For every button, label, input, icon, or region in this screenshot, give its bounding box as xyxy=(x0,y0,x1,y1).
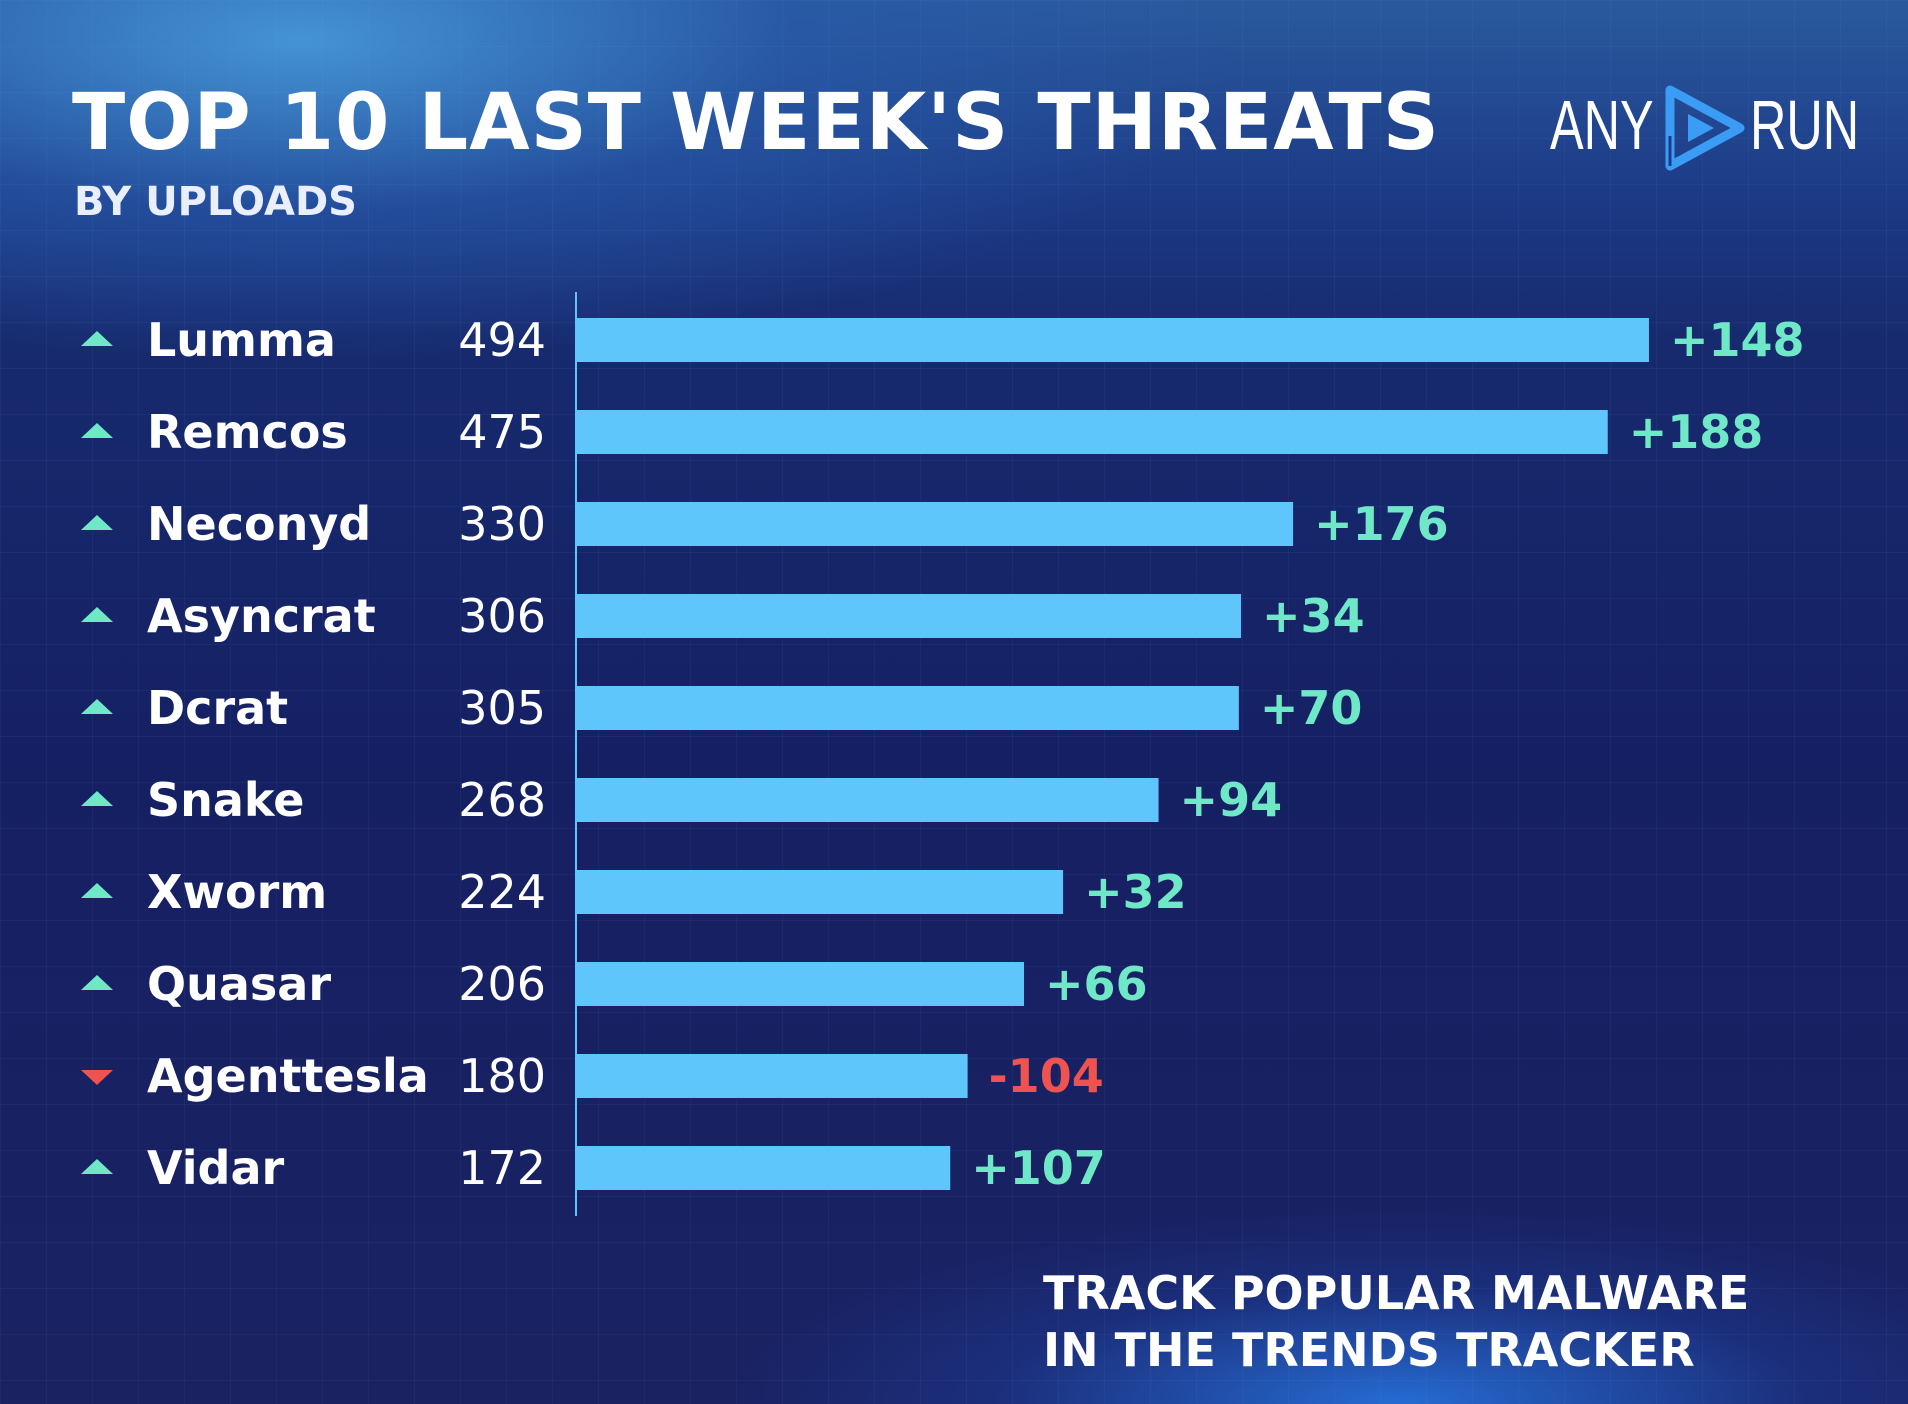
bar xyxy=(577,686,1239,730)
bar xyxy=(577,410,1608,454)
callout-line-1: TRACK POPULAR MALWARE xyxy=(1043,1266,1750,1320)
logo-text-any: ANY xyxy=(1550,86,1654,164)
category-label: Neconyd xyxy=(147,497,371,551)
bar xyxy=(577,594,1242,638)
value-label: 180 xyxy=(458,1049,546,1103)
any-run-logo: ANY RUN xyxy=(1550,78,1859,178)
change-label: +176 xyxy=(1314,497,1449,551)
value-label: 330 xyxy=(458,497,546,551)
trend-up-icon xyxy=(81,515,113,530)
change-label: +32 xyxy=(1084,865,1187,919)
category-label: Snake xyxy=(147,773,304,827)
category-label: Lumma xyxy=(147,313,336,367)
value-label: 206 xyxy=(458,957,546,1011)
chart-subtitle: BY UPLOADS xyxy=(74,179,357,225)
category-label: Quasar xyxy=(147,957,331,1011)
trend-up-icon xyxy=(81,791,113,806)
chart-title: TOP 10 LAST WEEK'S THREATS xyxy=(72,78,1440,168)
change-label: +66 xyxy=(1045,957,1148,1011)
bar xyxy=(577,502,1294,546)
change-label: -104 xyxy=(989,1049,1104,1103)
category-label: Dcrat xyxy=(147,681,288,735)
category-label: Asyncrat xyxy=(147,589,376,643)
bar xyxy=(577,1054,968,1098)
value-label: 172 xyxy=(458,1141,546,1195)
play-icon xyxy=(1665,85,1745,171)
change-label: +70 xyxy=(1260,681,1363,735)
change-label: +148 xyxy=(1670,313,1805,367)
callout-line-2: IN THE TRENDS TRACKER xyxy=(1043,1323,1695,1377)
value-label: 306 xyxy=(458,589,546,643)
category-label: Agenttesla xyxy=(147,1049,429,1103)
trends-tracker-callout: TRACK POPULAR MALWARE IN THE TRENDS TRAC… xyxy=(1043,1265,1749,1379)
trend-up-icon xyxy=(81,883,113,898)
change-label: +188 xyxy=(1629,405,1764,459)
category-label: Remcos xyxy=(147,405,348,459)
value-label: 305 xyxy=(458,681,546,735)
trend-down-icon xyxy=(81,1070,113,1085)
bar xyxy=(577,962,1025,1006)
logo-text-run: RUN xyxy=(1750,86,1860,164)
value-label: 268 xyxy=(458,773,546,827)
category-label: Xworm xyxy=(147,865,327,919)
value-label: 475 xyxy=(458,405,546,459)
bar xyxy=(577,870,1064,914)
value-label: 224 xyxy=(458,865,546,919)
trend-up-icon xyxy=(81,699,113,714)
bar xyxy=(577,318,1649,362)
trend-up-icon xyxy=(81,607,113,622)
trend-up-icon xyxy=(81,331,113,346)
category-label: Vidar xyxy=(147,1141,285,1195)
trend-up-icon xyxy=(81,1159,113,1174)
bar xyxy=(577,778,1159,822)
bar xyxy=(577,1146,951,1190)
value-label: 494 xyxy=(458,313,546,367)
change-label: +107 xyxy=(971,1141,1106,1195)
trend-up-icon xyxy=(81,423,113,438)
change-label: +34 xyxy=(1262,589,1365,643)
trend-up-icon xyxy=(81,975,113,990)
change-label: +94 xyxy=(1180,773,1283,827)
